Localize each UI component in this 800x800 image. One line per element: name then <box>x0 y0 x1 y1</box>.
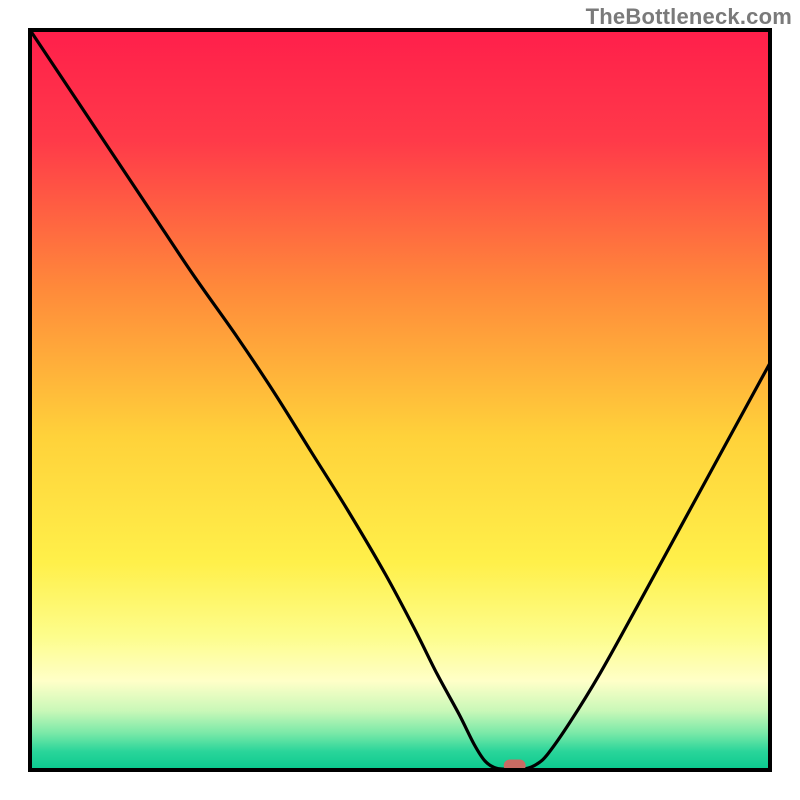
watermark-text: TheBottleneck.com <box>586 4 792 30</box>
chart-stage: TheBottleneck.com <box>0 0 800 800</box>
plot-background-gradient <box>30 30 770 770</box>
bottleneck-chart-svg <box>0 0 800 800</box>
